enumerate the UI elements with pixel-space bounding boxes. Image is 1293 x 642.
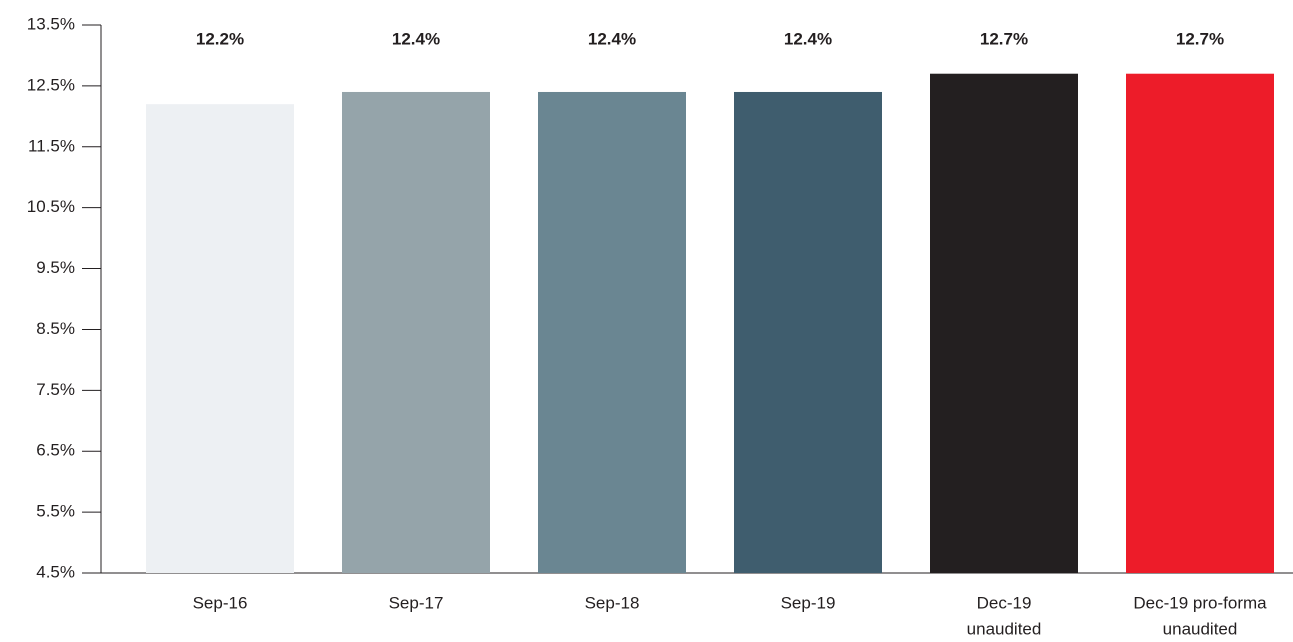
value-label: 12.4% <box>392 29 440 48</box>
value-label: 12.7% <box>980 29 1028 48</box>
y-tick-label: 8.5% <box>36 319 75 338</box>
y-tick-label: 4.5% <box>36 562 75 581</box>
bar <box>1126 73 1274 573</box>
bar <box>734 91 882 573</box>
y-tick-label: 5.5% <box>36 502 75 521</box>
x-tick-label: Sep-18 <box>585 593 640 612</box>
y-tick-label: 6.5% <box>36 441 75 460</box>
x-tick-label: unaudited <box>1163 619 1238 638</box>
bar <box>538 91 686 573</box>
x-tick-label: Sep-16 <box>193 593 248 612</box>
y-tick-label: 13.5% <box>27 14 75 33</box>
x-tick-label: Dec-19 <box>977 593 1032 612</box>
y-tick-label: 12.5% <box>27 75 75 94</box>
x-tick-label: Sep-19 <box>781 593 836 612</box>
value-label: 12.4% <box>588 29 636 48</box>
y-tick-label: 11.5% <box>28 136 75 155</box>
value-label: 12.4% <box>784 29 832 48</box>
bar <box>146 104 294 574</box>
value-label: 12.7% <box>1176 29 1224 48</box>
y-tick-label: 9.5% <box>36 258 75 277</box>
bar <box>342 91 490 573</box>
value-label: 12.2% <box>196 29 244 48</box>
bar <box>930 73 1078 573</box>
y-tick-label: 10.5% <box>27 197 75 216</box>
x-tick-label: Dec-19 pro-forma <box>1133 593 1267 612</box>
y-tick-label: 7.5% <box>36 380 75 399</box>
x-tick-label: Sep-17 <box>389 593 444 612</box>
x-tick-label: unaudited <box>967 619 1042 638</box>
